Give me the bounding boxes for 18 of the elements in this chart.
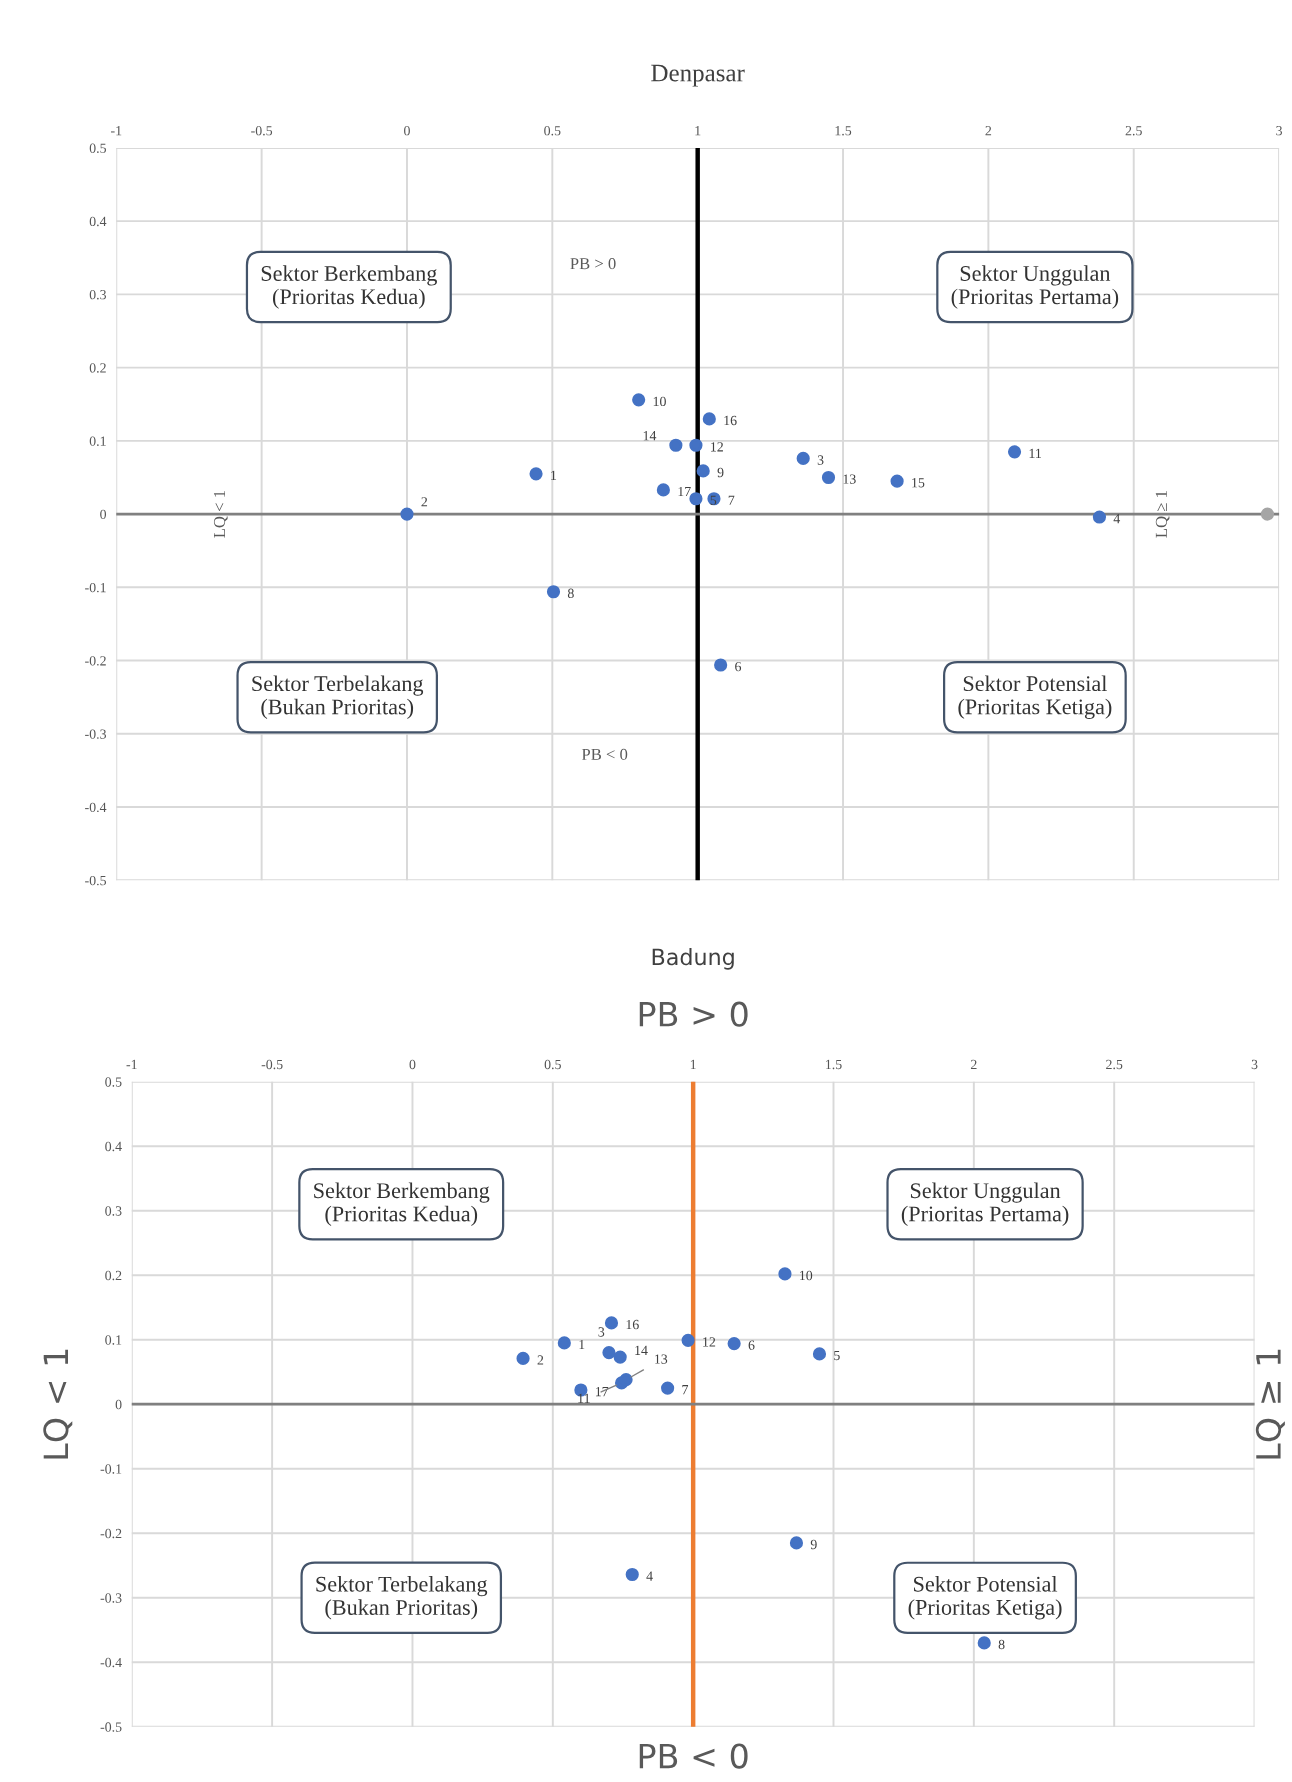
annotation: Sektor Berkembang (Prioritas Kedua) <box>314 1182 490 1226</box>
chart-title: Badung <box>652 948 734 970</box>
annotation: LQ < 1 <box>213 490 228 538</box>
annotation: PB < 0 <box>581 748 628 760</box>
annotation: Sektor Unggulan (Prioritas Pertama) <box>901 1182 1069 1226</box>
text: LQ < 1 <box>43 1349 73 1459</box>
annotation: Sektor Terbelakang (Bukan Prioritas) <box>252 675 424 719</box>
annotation: Sektor Potensial (Prioritas Ketiga) <box>958 675 1112 719</box>
annotation: Sektor Potensial (Prioritas Ketiga) <box>908 1576 1062 1620</box>
text: LQ ≥ 1 <box>1255 1349 1285 1459</box>
annotation: Sektor Terbelakang (Bukan Prioritas) <box>316 1576 488 1620</box>
chart-title: Denpasar <box>651 64 745 87</box>
annotation: Sektor Unggulan (Prioritas Pertama) <box>951 265 1119 309</box>
annotation: PB > 0 <box>570 258 616 270</box>
text: PB < 0 <box>639 1743 748 1769</box>
annotation: LQ ≥ 1 <box>1155 491 1170 538</box>
annotation: Sektor Berkembang (Prioritas Kedua) <box>261 265 437 309</box>
text: PB > 0 <box>639 1001 748 1027</box>
